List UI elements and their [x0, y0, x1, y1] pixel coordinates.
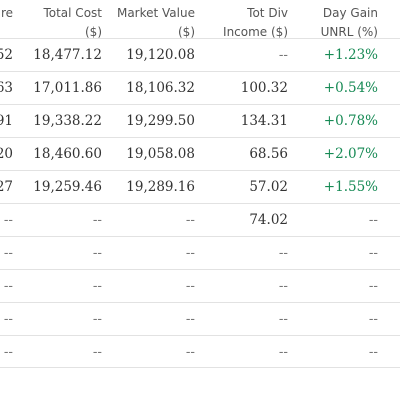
- cell-tot-div-income: 57.02: [249, 179, 288, 195]
- cell-tot-div-income: 74.02: [249, 212, 288, 228]
- cell-day-gain: --: [368, 212, 378, 228]
- cell-total-cost: --: [92, 278, 102, 294]
- holdings-table: are Total Cost ($) Market Value ($) Tot …: [0, 0, 400, 368]
- cell-market-value: 19,289.16: [126, 179, 195, 195]
- header-market-value[interactable]: Market Value ($): [117, 4, 195, 42]
- cell-day-gain: --: [368, 311, 378, 327]
- table-row[interactable]: 20 18,460.60 19,058.08 68.56 +2.07%: [0, 137, 400, 170]
- cell-shares: --: [3, 245, 13, 261]
- cell-total-cost: 18,460.60: [33, 146, 102, 162]
- cell-day-gain: +0.78%: [323, 113, 378, 129]
- cell-total-cost: 17,011.86: [33, 80, 102, 96]
- table-row[interactable]: 27 19,259.46 19,289.16 57.02 +1.55%: [0, 170, 400, 203]
- cell-tot-div-income: --: [278, 344, 288, 360]
- header-market-value-line-2: ($): [178, 25, 195, 39]
- table-row[interactable]: -- -- -- -- --: [0, 236, 400, 269]
- cell-shares: --: [3, 212, 13, 228]
- header-shares-line-1: are: [0, 6, 13, 20]
- header-market-value-line-1: Market Value: [116, 6, 195, 20]
- table-row[interactable]: -- -- -- -- --: [0, 269, 400, 302]
- cell-shares: 20: [0, 146, 13, 162]
- cell-shares: --: [3, 278, 13, 294]
- cell-market-value: 19,120.08: [126, 47, 195, 63]
- cell-market-value: 19,058.08: [126, 146, 195, 162]
- cell-day-gain: +2.07%: [323, 146, 378, 162]
- cell-total-cost: --: [92, 245, 102, 261]
- table-row[interactable]: -- -- -- 74.02 --: [0, 203, 400, 236]
- cell-market-value: --: [185, 278, 195, 294]
- cell-shares: 63: [0, 80, 13, 96]
- header-tot-div-line-2: Income ($): [223, 25, 288, 39]
- table-row[interactable]: 91 19,338.22 19,299.50 134.31 +0.78%: [0, 104, 400, 137]
- table-header: are Total Cost ($) Market Value ($) Tot …: [0, 0, 400, 39]
- cell-tot-div-income: --: [278, 245, 288, 261]
- cell-day-gain: +0.54%: [323, 80, 378, 96]
- cell-day-gain: +1.55%: [323, 179, 378, 195]
- cell-total-cost: 19,338.22: [33, 113, 102, 129]
- header-day-gain-unrl[interactable]: Day Gain UNRL (%): [321, 4, 378, 42]
- cell-shares: 91: [0, 113, 13, 129]
- header-total-cost[interactable]: Total Cost ($): [43, 4, 102, 42]
- cell-total-cost: --: [92, 212, 102, 228]
- cell-day-gain: +1.23%: [323, 47, 378, 63]
- cell-tot-div-income: --: [278, 278, 288, 294]
- header-tot-div-income[interactable]: Tot Div Income ($): [223, 4, 288, 42]
- cell-market-value: --: [185, 212, 195, 228]
- table-row[interactable]: 63 17,011.86 18,106.32 100.32 +0.54%: [0, 71, 400, 104]
- cell-shares: --: [3, 311, 13, 327]
- table-row[interactable]: -- -- -- -- --: [0, 335, 400, 368]
- cell-day-gain: --: [368, 344, 378, 360]
- cell-market-value: 19,299.50: [126, 113, 195, 129]
- cell-day-gain: --: [368, 278, 378, 294]
- cell-total-cost: 19,259.46: [33, 179, 102, 195]
- cell-shares: 52: [0, 47, 13, 63]
- cell-market-value: --: [185, 311, 195, 327]
- cell-shares: --: [3, 344, 13, 360]
- table-row[interactable]: -- -- -- -- --: [0, 302, 400, 335]
- header-tot-div-line-1: Tot Div: [247, 6, 288, 20]
- cell-market-value: --: [185, 344, 195, 360]
- cell-total-cost: --: [92, 344, 102, 360]
- header-total-cost-line-2: ($): [85, 25, 102, 39]
- cell-tot-div-income: 68.56: [249, 146, 288, 162]
- cell-day-gain: --: [368, 245, 378, 261]
- header-day-gain-line-2: UNRL (%): [320, 25, 378, 39]
- header-total-cost-line-1: Total Cost: [43, 6, 102, 20]
- cell-total-cost: --: [92, 311, 102, 327]
- cell-tot-div-income: --: [278, 47, 288, 63]
- table-row[interactable]: 52 18,477.12 19,120.08 -- +1.23%: [0, 38, 400, 71]
- cell-market-value: --: [185, 245, 195, 261]
- cell-total-cost: 18,477.12: [33, 47, 102, 63]
- cell-market-value: 18,106.32: [126, 80, 195, 96]
- cell-tot-div-income: --: [278, 311, 288, 327]
- cell-tot-div-income: 100.32: [240, 80, 288, 96]
- cell-shares: 27: [0, 179, 13, 195]
- header-day-gain-line-1: Day Gain: [322, 6, 378, 20]
- cell-tot-div-income: 134.31: [240, 113, 288, 129]
- table-body: 52 18,477.12 19,120.08 -- +1.23% 63 17,0…: [0, 38, 400, 368]
- header-shares[interactable]: are: [0, 4, 13, 23]
